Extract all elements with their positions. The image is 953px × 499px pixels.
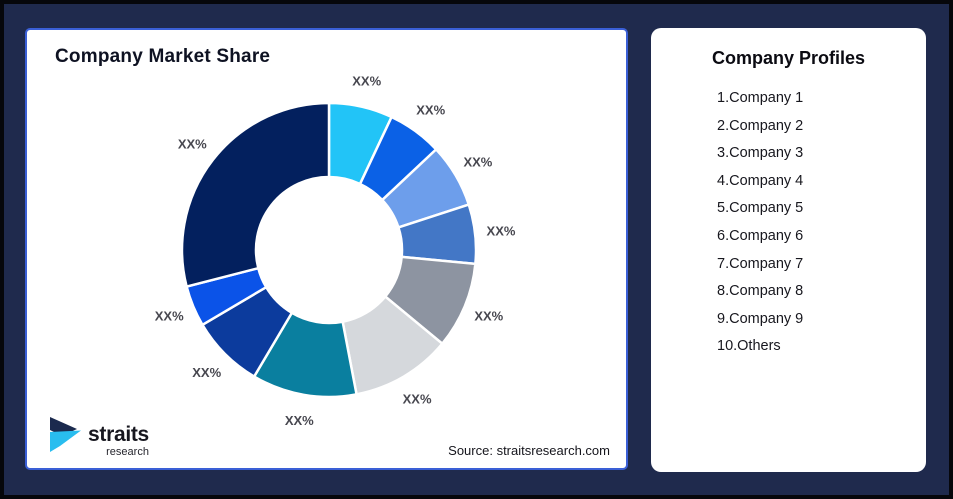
segment-label: XX%: [416, 103, 445, 118]
logo-wordmark: straits research: [88, 424, 149, 458]
profile-list-item: 1.Company 1: [717, 90, 804, 106]
segment-label: XX%: [155, 309, 184, 324]
profile-list-item: 2.Company 2: [717, 117, 804, 134]
straits-research-logo: straits research: [47, 415, 149, 458]
logo-sub-text: research: [106, 446, 149, 458]
donut-segment-10: [180, 101, 331, 289]
profile-list-item: 3.Company 3: [717, 145, 804, 162]
logo-brand-text: straits: [88, 423, 149, 446]
segment-label: XX%: [192, 365, 221, 380]
segment-label: XX%: [285, 413, 314, 428]
segment-label: XX%: [352, 74, 381, 89]
segment-label: XX%: [487, 224, 516, 239]
source-attribution: Source: straitsresearch.com: [448, 443, 610, 458]
profiles-list: 1.Company 1 2.Company 2 3.Company 3 4.Co…: [717, 85, 926, 361]
profile-list-item: 7.Company 7: [717, 255, 804, 272]
logo-arrow-icon: [50, 417, 81, 452]
profile-list-item: 6.Company 6: [717, 227, 804, 244]
profile-list-item: 10.Others: [717, 338, 781, 355]
segment-label: XX%: [178, 137, 207, 152]
segment-label: XX%: [463, 154, 492, 169]
company-profiles-panel: Company Profiles 1.Company 1 2.Company 2…: [651, 28, 926, 472]
segment-label: XX%: [474, 309, 503, 324]
segment-label: XX%: [403, 391, 432, 406]
market-share-card: XX% XX% XX% XX% XX% XX% XX% XX% XX% XX% Company M…: [25, 28, 628, 470]
chart-title: Company Market Share: [55, 46, 271, 67]
profile-list-item: 5.Company 5: [717, 200, 804, 217]
profiles-panel-title: Company Profiles: [711, 48, 866, 68]
donut-chart: XX% XX% XX% XX% XX% XX% XX% XX% XX% XX%: [155, 74, 516, 428]
profile-list-item: 4.Company 4: [717, 172, 804, 189]
profile-list-item: 9.Company 9: [717, 310, 804, 327]
profile-list-item: 8.Company 8: [717, 283, 804, 300]
